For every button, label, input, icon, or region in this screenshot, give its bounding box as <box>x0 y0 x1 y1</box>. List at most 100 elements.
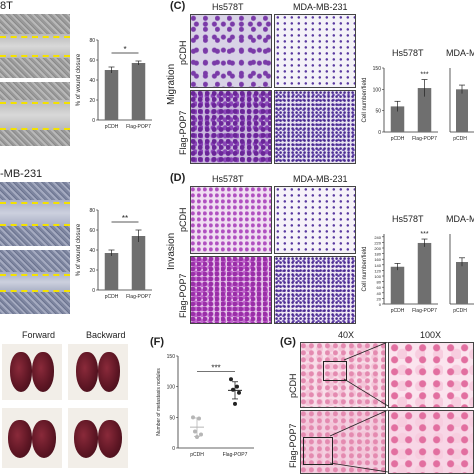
panel-letter-c: (C) <box>170 0 186 12</box>
nodules-chart: 0 50 100 150 Number of metastasis nodules pCD… <box>156 354 254 458</box>
migration-row1-label: pCDH <box>178 40 188 65</box>
data-point <box>233 401 237 406</box>
y-tick-label: 80 <box>89 38 95 44</box>
y-axis-label: % of wound closure <box>76 53 82 106</box>
invasion-col2-label: MDA-MB-231 <box>293 174 348 184</box>
y-tick-label: 150 <box>373 66 382 72</box>
invasion-col1-label: Hs578T <box>212 174 244 184</box>
data-point <box>235 384 239 389</box>
invasion-mdamb-chart: pCDH <box>449 234 474 314</box>
invasion-hs578t-pcdh-image <box>190 186 272 254</box>
wound-image-mdamb-pcdh <box>0 182 70 246</box>
migration-hs578t-chart: 0 50 100 150 Cell number/field pCDH Flag-POP7 *… <box>362 66 438 142</box>
x-tick-label: Flag-POP7 <box>223 452 248 458</box>
x-tick-label: pCDH <box>391 136 405 142</box>
bar <box>131 236 146 290</box>
lung-pcdh-forward-photo <box>2 344 62 400</box>
y-axis-label: Cell number/field <box>362 246 368 291</box>
panel-letter-g: (G) <box>280 336 296 348</box>
invasion-chart2-title: MDA-MB <box>446 214 474 224</box>
x-tick-label: pCDH <box>453 136 467 142</box>
migration-chart1-title: Hs578T <box>392 48 424 58</box>
data-point <box>237 390 241 395</box>
x-tick-label: Flag-POP7 <box>126 294 151 300</box>
migration-col2-label: MDA-MB-231 <box>293 2 348 12</box>
y-tick-label: 0 <box>172 446 175 452</box>
y-tick-label: 220 <box>374 240 381 245</box>
wound-image-mdamb-flag <box>0 250 70 314</box>
y-tick-label: 60 <box>89 58 95 64</box>
wound-image-pcdh <box>0 14 70 78</box>
x-tick-label: Flag-POP7 <box>412 308 437 314</box>
invasion-row-label: Invasion <box>166 232 177 270</box>
y-tick-label: 150 <box>167 354 176 360</box>
data-point <box>231 387 235 392</box>
invasion-mdamb-flag-image <box>274 256 356 324</box>
data-point <box>197 416 201 421</box>
y-tick-label: 60 <box>89 228 95 234</box>
x-tick-label: pCDH <box>453 308 467 314</box>
x-tick-label: Flag-POP7 <box>412 136 437 142</box>
y-tick-label: 180 <box>374 252 381 257</box>
significance-star: ** <box>122 214 128 223</box>
significance-star: *** <box>420 72 428 79</box>
invasion-hs578t-flag-image <box>190 256 272 324</box>
x-tick-label: pCDH <box>391 308 405 314</box>
significance-star: *** <box>420 231 428 238</box>
migration-row2-label: Flag-POP7 <box>178 110 188 155</box>
y-tick-label: 80 <box>377 280 382 285</box>
lung-pcdh-backward-photo <box>68 344 128 400</box>
y-tick-label: 100 <box>374 274 381 279</box>
migration-mdamb-chart: pCDH <box>449 68 474 142</box>
y-tick-label: 40 <box>89 248 95 254</box>
bar <box>131 63 146 120</box>
migration-chart2-title: MDA-MB <box>446 48 474 58</box>
invasion-row2-label: Flag-POP7 <box>178 273 188 318</box>
y-tick-label: 120 <box>374 268 381 273</box>
y-tick-label: 20 <box>89 268 95 274</box>
panel-letter-f: (F) <box>150 336 165 348</box>
wound-top-chart: 0 20 40 60 80 % of wound closure pCDH Flag-POP7… <box>76 38 152 130</box>
migration-row-label: Migration <box>166 63 177 105</box>
y-tick-label: 240 <box>374 235 381 240</box>
x-tick-label: pCDH <box>105 124 119 130</box>
x-tick-label: Flag-POP7 <box>126 124 151 130</box>
wound-title-top: 8T <box>0 0 13 12</box>
histology-pcdh-40x-image <box>300 342 386 408</box>
bar <box>104 253 119 290</box>
wound-bottom-chart: 0 20 40 60 80 % of wound closure pCDH Flag-POP7… <box>76 208 152 300</box>
histology-pcdh-100x-image <box>388 342 474 408</box>
bar <box>104 70 119 120</box>
migration-mdamb-flag-image <box>274 90 356 164</box>
bar <box>390 266 405 304</box>
bar <box>417 242 432 304</box>
bar <box>417 88 432 132</box>
y-tick-label: 50 <box>169 415 175 421</box>
lung-flag-forward-photo <box>2 408 62 468</box>
bar <box>456 89 468 132</box>
bar <box>456 262 468 304</box>
wound-title-bottom: -MB-231 <box>0 168 43 180</box>
y-tick-label: 100 <box>373 87 382 93</box>
lung-flag-backward-photo <box>68 408 128 468</box>
y-tick-label: 0 <box>92 118 95 124</box>
y-axis-label: Number of metastasis nodules <box>156 368 162 436</box>
data-point <box>193 429 197 434</box>
migration-hs578t-pcdh-image <box>190 14 272 88</box>
significance-star: *** <box>211 363 220 372</box>
histology-flag-100x-image <box>388 410 474 474</box>
histology-mag2-label: 100X <box>420 330 442 340</box>
y-tick-label: 40 <box>377 291 382 296</box>
y-tick-label: 200 <box>374 246 381 251</box>
y-tick-label: 80 <box>89 208 95 214</box>
y-tick-label: 50 <box>375 109 381 115</box>
histology-mag1-label: 40X <box>338 330 355 340</box>
migration-mdamb-pcdh-image <box>274 14 356 88</box>
y-tick-label: 160 <box>374 257 381 262</box>
histology-zoom-lines <box>329 342 389 473</box>
migration-hs578t-flag-image <box>190 90 272 164</box>
invasion-mdamb-pcdh-image <box>274 186 356 254</box>
histology-flag-40x-image <box>300 410 386 474</box>
invasion-chart1-title: Hs578T <box>392 214 424 224</box>
data-point <box>199 432 203 437</box>
